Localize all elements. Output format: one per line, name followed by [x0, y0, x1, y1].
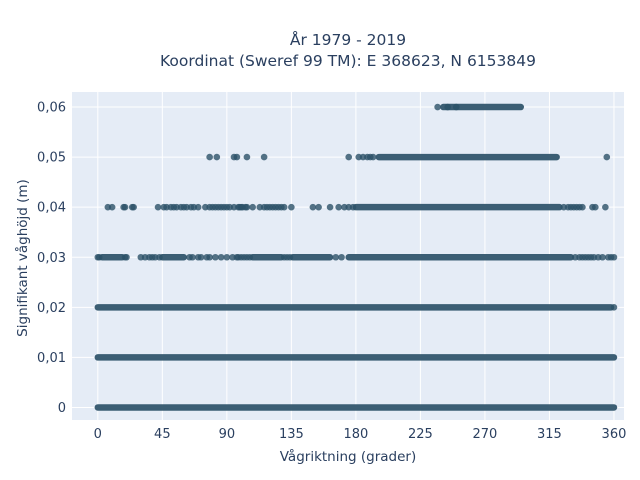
data-point [154, 203, 162, 211]
data-point [212, 253, 219, 261]
x-tick-label: 315 [537, 427, 562, 442]
data-point [123, 253, 130, 261]
y-tick-label: 0,06 [37, 101, 66, 116]
x-tick-label: 135 [279, 427, 304, 442]
data-point [197, 253, 205, 261]
x-tick-label: 0 [94, 427, 102, 442]
data-point [233, 153, 241, 161]
data-point [309, 203, 317, 211]
data-point [108, 203, 116, 211]
y-tick-label: 0,05 [37, 151, 66, 166]
data-point [121, 203, 129, 211]
x-tick-label: 360 [602, 427, 627, 442]
data-point [338, 253, 345, 261]
data-point [223, 253, 231, 261]
data-point [260, 153, 268, 161]
y-tick-label: 0,01 [37, 351, 66, 366]
data-point [603, 153, 611, 161]
data-point [326, 203, 334, 211]
data-point [369, 153, 377, 161]
data-point [286, 253, 294, 261]
y-axis-title: Signifikant våghöjd (m) [14, 179, 31, 337]
data-point [345, 153, 353, 161]
y-tick-label: 0,04 [37, 201, 66, 216]
chart-title-line2: Koordinat (Sweref 99 TM): E 368623, N 61… [160, 52, 536, 70]
x-tick-label: 45 [154, 427, 171, 442]
data-point [280, 203, 288, 211]
data-point [206, 153, 213, 161]
data-point [288, 203, 295, 211]
x-tick-label: 225 [408, 427, 433, 442]
data-point [315, 203, 322, 211]
data-point [249, 203, 256, 211]
data-point [213, 153, 221, 161]
y-tick-label: 0,02 [37, 301, 66, 316]
data-point [610, 253, 618, 261]
data-point [243, 203, 251, 211]
data-point [444, 103, 451, 111]
data-point [332, 253, 340, 261]
data-points [94, 103, 618, 411]
data-point [189, 253, 196, 261]
data-point [452, 103, 460, 111]
y-tick-label: 0 [58, 401, 66, 416]
x-axis-ticks: 0 45 90 135 180 225 270 315 360 [94, 427, 627, 442]
data-point [95, 253, 103, 261]
data-point [156, 253, 163, 261]
data-point [217, 253, 225, 261]
data-point [349, 203, 357, 211]
data-point [599, 253, 606, 261]
data-point [335, 203, 342, 211]
x-axis-title: Vågriktning (grader) [280, 448, 417, 465]
data-point [206, 253, 213, 261]
data-point [592, 203, 599, 211]
y-axis-ticks: 0 0,01 0,02 0,03 0,04 0,05 0,06 [37, 101, 66, 416]
data-point [246, 253, 254, 261]
x-tick-label: 180 [343, 427, 368, 442]
data-point [610, 304, 618, 311]
data-point [194, 203, 202, 211]
y-tick-label: 0,03 [37, 251, 66, 266]
data-point [434, 103, 441, 111]
data-point [243, 153, 251, 161]
x-tick-label: 90 [219, 427, 236, 442]
chart-title-line1: År 1979 - 2019 [290, 30, 406, 49]
data-point [130, 203, 137, 211]
data-point [579, 203, 586, 211]
x-tick-label: 270 [473, 427, 498, 442]
data-point [602, 203, 609, 211]
